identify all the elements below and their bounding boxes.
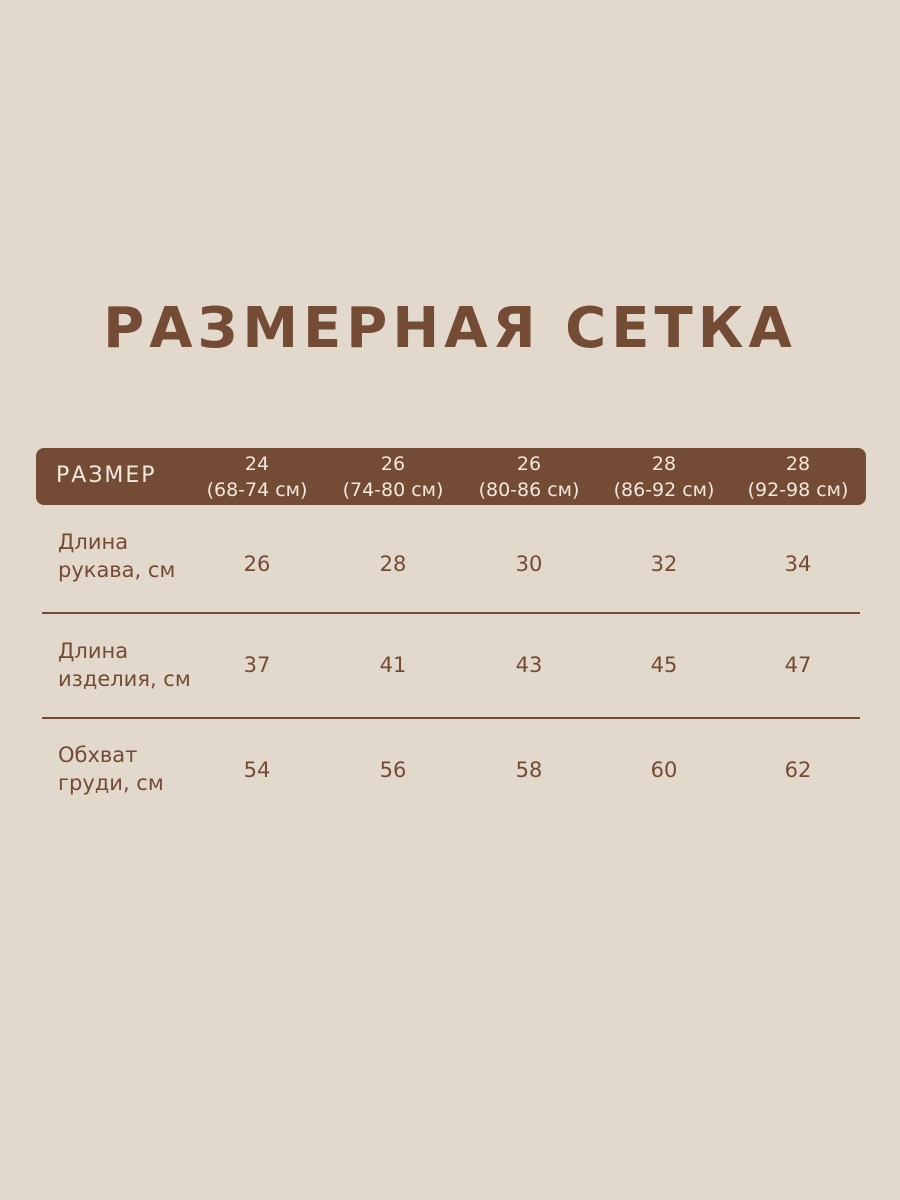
size-range: (74-80 см) xyxy=(342,479,444,501)
table-cell: 28 xyxy=(379,552,407,576)
table-cell: 26 xyxy=(243,552,271,576)
size-range: (86-92 см) xyxy=(613,479,715,501)
table-cell: 45 xyxy=(650,653,678,677)
table-cell: 60 xyxy=(650,758,678,782)
table-cell: 34 xyxy=(784,552,812,576)
size-range: (92-98 см) xyxy=(747,479,849,501)
size: 26 xyxy=(380,453,406,475)
table-cell: 30 xyxy=(515,552,543,576)
row-divider xyxy=(42,612,860,614)
table-cell: 56 xyxy=(379,758,407,782)
table-cell: 54 xyxy=(243,758,271,782)
header-col: 26 (74-80 см) xyxy=(323,451,463,503)
table-header: РАЗМЕР 24 (68-74 см) 26 (74-80 см) 26 (80-8… xyxy=(36,448,866,505)
row-divider xyxy=(42,717,860,719)
row-label-line: Длина xyxy=(58,639,129,663)
size-range: (68-74 см) xyxy=(206,479,308,501)
header-label: РАЗМЕР xyxy=(56,463,157,488)
size-range: (80-86 см) xyxy=(478,479,580,501)
table-cell: 47 xyxy=(784,653,812,677)
table-cell: 41 xyxy=(379,653,407,677)
row-label-line: Обхват xyxy=(58,743,138,767)
row-label: Обхват груди, см xyxy=(58,741,164,797)
header-col: 28 (86-92 см) xyxy=(594,451,734,503)
row-label: Длина рукава, см xyxy=(58,528,175,584)
header-col: 24 (68-74 см) xyxy=(187,451,327,503)
page-title: РАЗМЕРНАЯ СЕТКА xyxy=(103,296,797,361)
row-label-line: рукава, см xyxy=(58,558,176,582)
row-label-line: груди, см xyxy=(58,771,164,795)
size: 28 xyxy=(651,453,677,475)
table-cell: 37 xyxy=(243,653,271,677)
table-cell: 43 xyxy=(515,653,543,677)
table-cell: 62 xyxy=(784,758,812,782)
size: 24 xyxy=(244,453,270,475)
table-cell: 58 xyxy=(515,758,543,782)
size: 26 xyxy=(516,453,542,475)
row-label-line: изделия, см xyxy=(58,667,191,691)
row-label: Длина изделия, см xyxy=(58,637,191,693)
table-cell: 32 xyxy=(650,552,678,576)
size: 28 xyxy=(785,453,811,475)
header-col: 28 (92-98 см) xyxy=(728,451,868,503)
header-col: 26 (80-86 см) xyxy=(459,451,599,503)
row-label-line: Длина xyxy=(58,530,129,554)
